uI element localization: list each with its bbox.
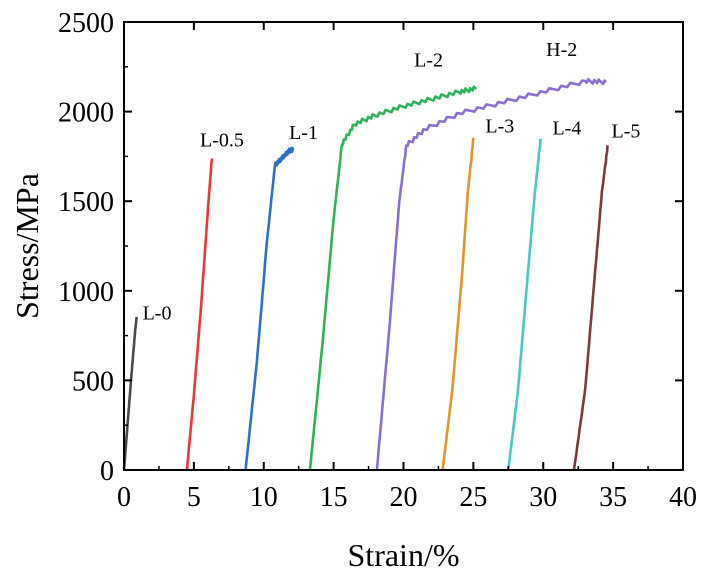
series-label-l-4: L-4 bbox=[552, 117, 581, 139]
x-tick-label: 20 bbox=[390, 482, 418, 513]
series-label-h-2: H-2 bbox=[546, 39, 577, 61]
series-line-l-3 bbox=[441, 137, 475, 470]
y-tick-label: 2000 bbox=[58, 98, 114, 129]
series-line-l-2 bbox=[308, 85, 478, 471]
x-tick-label: 30 bbox=[529, 482, 557, 513]
series-layer bbox=[122, 77, 609, 471]
series-line-l-4 bbox=[507, 138, 542, 470]
series-line-h-2 bbox=[375, 77, 607, 471]
x-tick-label: 40 bbox=[669, 482, 697, 513]
x-axis-title: Strain/% bbox=[348, 537, 460, 573]
x-tick-label: 5 bbox=[187, 482, 201, 513]
x-tick-label: 10 bbox=[250, 482, 278, 513]
series-line-l-0 bbox=[122, 316, 138, 470]
y-tick-label: 1500 bbox=[58, 187, 114, 218]
plot-frame bbox=[123, 21, 684, 471]
y-axis-title: Stress/MPa bbox=[9, 173, 45, 319]
x-tick-label: 35 bbox=[599, 482, 627, 513]
series-label-l-0-5: L-0.5 bbox=[200, 129, 244, 151]
x-tick-label: 25 bbox=[459, 482, 487, 513]
series-line-l-1 bbox=[244, 146, 295, 471]
series-label-l-1: L-1 bbox=[289, 122, 318, 144]
y-tick-label: 2500 bbox=[58, 8, 114, 39]
axis-layer: 0 5 10 15 20 25 30 35 40 0 500 1000 1500 2000 2500 bbox=[58, 8, 697, 513]
series-label-l-0: L-0 bbox=[143, 303, 172, 325]
series-label-l-5: L-5 bbox=[612, 120, 641, 142]
series-label-l-3: L-3 bbox=[485, 115, 514, 137]
x-tick-label: 15 bbox=[320, 482, 348, 513]
y-tick-label: 500 bbox=[72, 366, 114, 397]
series-line-l-5 bbox=[572, 145, 609, 470]
series-label-layer: L-0 L-0.5 L-1 L-2 H-2 L-3 L-4 L-5 bbox=[143, 39, 641, 325]
series-line-l-0-5 bbox=[185, 158, 214, 471]
series-label-l-2: L-2 bbox=[414, 49, 443, 71]
y-tick-label: 0 bbox=[100, 456, 114, 487]
x-tick-label: 0 bbox=[117, 482, 131, 513]
y-tick-label: 1000 bbox=[58, 277, 114, 308]
